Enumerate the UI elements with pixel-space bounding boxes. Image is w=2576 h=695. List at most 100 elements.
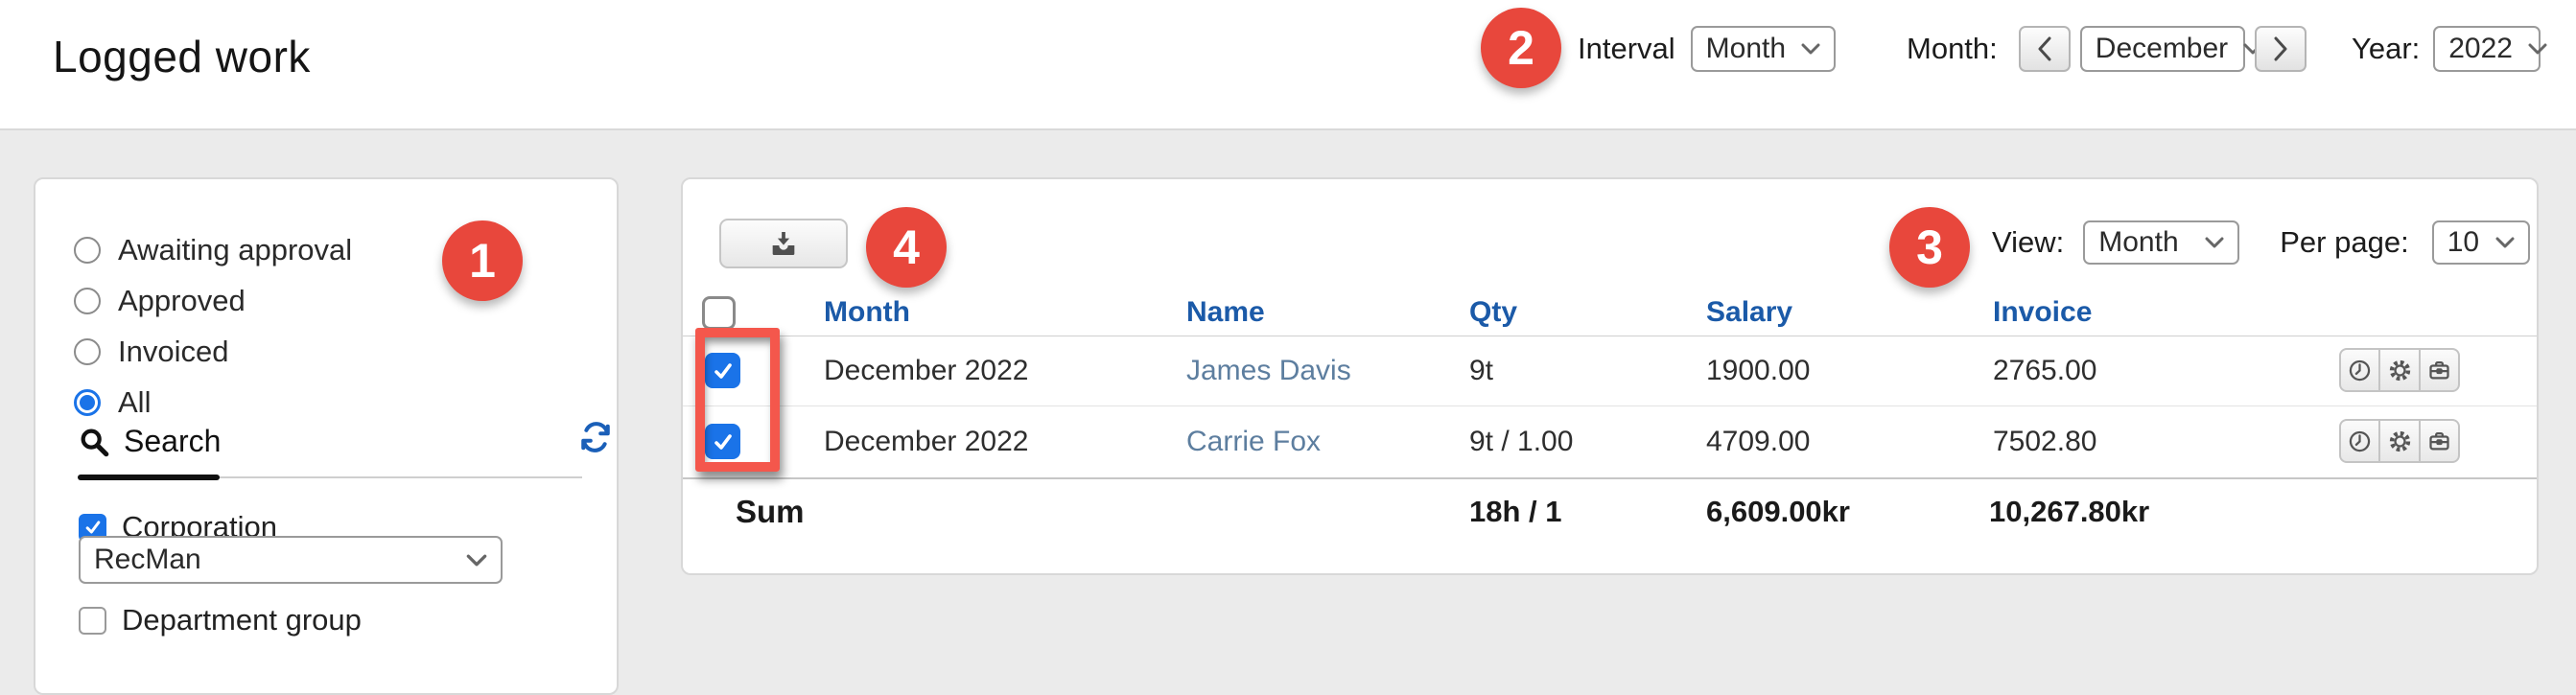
department-group-checkbox[interactable] <box>79 606 106 635</box>
clock-icon <box>2349 430 2371 452</box>
column-header-name[interactable]: Name <box>1186 296 1265 328</box>
settings-button[interactable] <box>2379 348 2420 392</box>
year-label: Year: <box>2352 32 2421 65</box>
cell-qty: 9t <box>1469 354 1494 386</box>
interval-select[interactable]: Month <box>1690 26 1837 72</box>
select-all-checkbox[interactable] <box>702 296 736 330</box>
topbar: Logged work Interval Month Month: Decemb… <box>0 0 2576 130</box>
check-icon <box>714 362 732 379</box>
department-group-filter[interactable]: Department group <box>79 603 362 637</box>
radio-label: Invoiced <box>118 334 229 368</box>
radio-all[interactable]: All <box>74 377 151 428</box>
annotation-callout-3: 3 <box>1889 207 1970 288</box>
month-select[interactable]: December <box>2079 26 2262 72</box>
annotation-callout-1: 1 <box>442 220 523 301</box>
logged-work-table-panel: View: Month Per page: 10 Month Name Qty … <box>681 177 2539 575</box>
row-checkbox[interactable] <box>705 353 740 388</box>
column-header-month[interactable]: Month <box>824 296 910 328</box>
row-actions <box>2339 348 2460 392</box>
annotation-number: 2 <box>1508 21 1534 75</box>
check-icon <box>714 433 732 450</box>
cell-qty: 9t / 1.00 <box>1469 425 1574 457</box>
time-log-button[interactable] <box>2339 419 2379 463</box>
row-actions <box>2339 419 2460 463</box>
annotation-callout-4: 4 <box>866 207 947 288</box>
refresh-icon <box>581 422 610 452</box>
refresh-button[interactable] <box>578 419 613 455</box>
settings-button[interactable] <box>2379 419 2420 463</box>
interval-label: Interval <box>1578 32 1675 65</box>
column-header-salary[interactable]: Salary <box>1706 296 1793 328</box>
radio-label: All <box>118 384 152 419</box>
chevron-down-icon <box>2528 43 2547 55</box>
view-select-value: Month <box>2098 226 2179 258</box>
column-header-qty[interactable]: Qty <box>1469 296 1518 328</box>
interval-select-value: Month <box>1705 33 1787 64</box>
year-select[interactable]: 2022 <box>2433 26 2547 72</box>
annotation-number: 4 <box>893 220 920 274</box>
interval-group: Interval Month <box>1578 26 1837 72</box>
annotation-callout-2: 2 <box>1481 8 1561 88</box>
radio-approved[interactable]: Approved <box>74 275 246 326</box>
month-select-value: December <box>2095 33 2229 64</box>
cell-name-link[interactable]: Carrie Fox <box>1186 425 1322 457</box>
cell-salary: 4709.00 <box>1706 425 1811 457</box>
chevron-right-icon <box>2274 36 2287 61</box>
radio-label: Approved <box>118 283 246 317</box>
month-nav-group: Month: December <box>1907 26 2307 72</box>
time-log-button[interactable] <box>2339 348 2379 392</box>
table-row: December 2022 Carrie Fox 9t / 1.00 4709.… <box>683 406 2537 476</box>
archive-down-icon <box>772 232 795 255</box>
chevron-down-icon <box>466 554 487 566</box>
search-tab-underline <box>78 475 582 480</box>
annotation-number: 3 <box>1916 220 1943 274</box>
sum-row: Sum 18h / 1 6,609.00kr 10,267.80kr <box>683 477 2537 575</box>
department-group-label: Department group <box>122 603 362 637</box>
radio-invoiced[interactable]: Invoiced <box>74 326 228 377</box>
view-label: View: <box>1992 225 2065 259</box>
gear-icon <box>2389 430 2410 452</box>
briefcase-icon <box>2429 431 2449 450</box>
check-icon <box>85 521 100 534</box>
chevron-down-icon <box>2495 237 2515 248</box>
job-button[interactable] <box>2420 419 2460 463</box>
cell-invoice: 7502.80 <box>1993 425 2097 457</box>
job-button[interactable] <box>2420 348 2460 392</box>
row-checkbox[interactable] <box>705 424 740 459</box>
radio-circle-selected[interactable] <box>74 388 101 416</box>
clock-icon <box>2349 359 2371 381</box>
cell-month: December 2022 <box>824 354 1029 386</box>
cell-name-link[interactable]: James Davis <box>1186 354 1351 386</box>
cell-invoice: 2765.00 <box>1993 354 2097 386</box>
per-page-select-value: 10 <box>2447 226 2480 258</box>
chevron-down-icon <box>1801 43 1820 55</box>
per-page-label: Per page: <box>2280 225 2409 259</box>
page-title: Logged work <box>53 32 311 81</box>
column-header-invoice[interactable]: Invoice <box>1993 296 2093 328</box>
radio-awaiting-approval[interactable]: Awaiting approval <box>74 224 352 275</box>
export-button[interactable] <box>719 219 848 268</box>
sum-qty: 18h / 1 <box>1469 495 1562 528</box>
radio-circle[interactable] <box>74 287 101 314</box>
per-page-select[interactable]: 10 <box>2431 220 2530 265</box>
radio-circle[interactable] <box>74 337 101 365</box>
view-select[interactable]: Month <box>2083 220 2240 265</box>
chevron-left-icon <box>2038 36 2051 61</box>
sum-label: Sum <box>736 494 805 529</box>
table-header-row: Month Name Qty Salary Invoice <box>683 290 2537 336</box>
radio-label: Awaiting approval <box>118 232 353 266</box>
next-month-button[interactable] <box>2254 26 2307 72</box>
search-icon <box>81 429 109 456</box>
filters-panel: Awaiting approval Approved Invoiced All … <box>34 177 619 695</box>
year-select-value: 2022 <box>2448 33 2513 64</box>
tab-search[interactable]: Search <box>78 424 221 459</box>
cell-salary: 1900.00 <box>1706 354 1811 386</box>
corporation-select[interactable]: RecMan <box>79 536 503 584</box>
radio-circle[interactable] <box>74 236 101 264</box>
chevron-down-icon <box>2205 237 2224 248</box>
prev-month-button[interactable] <box>2018 26 2071 72</box>
briefcase-icon <box>2429 360 2449 379</box>
month-label: Month: <box>1907 32 1998 65</box>
year-group: Year: 2022 <box>2352 26 2547 72</box>
